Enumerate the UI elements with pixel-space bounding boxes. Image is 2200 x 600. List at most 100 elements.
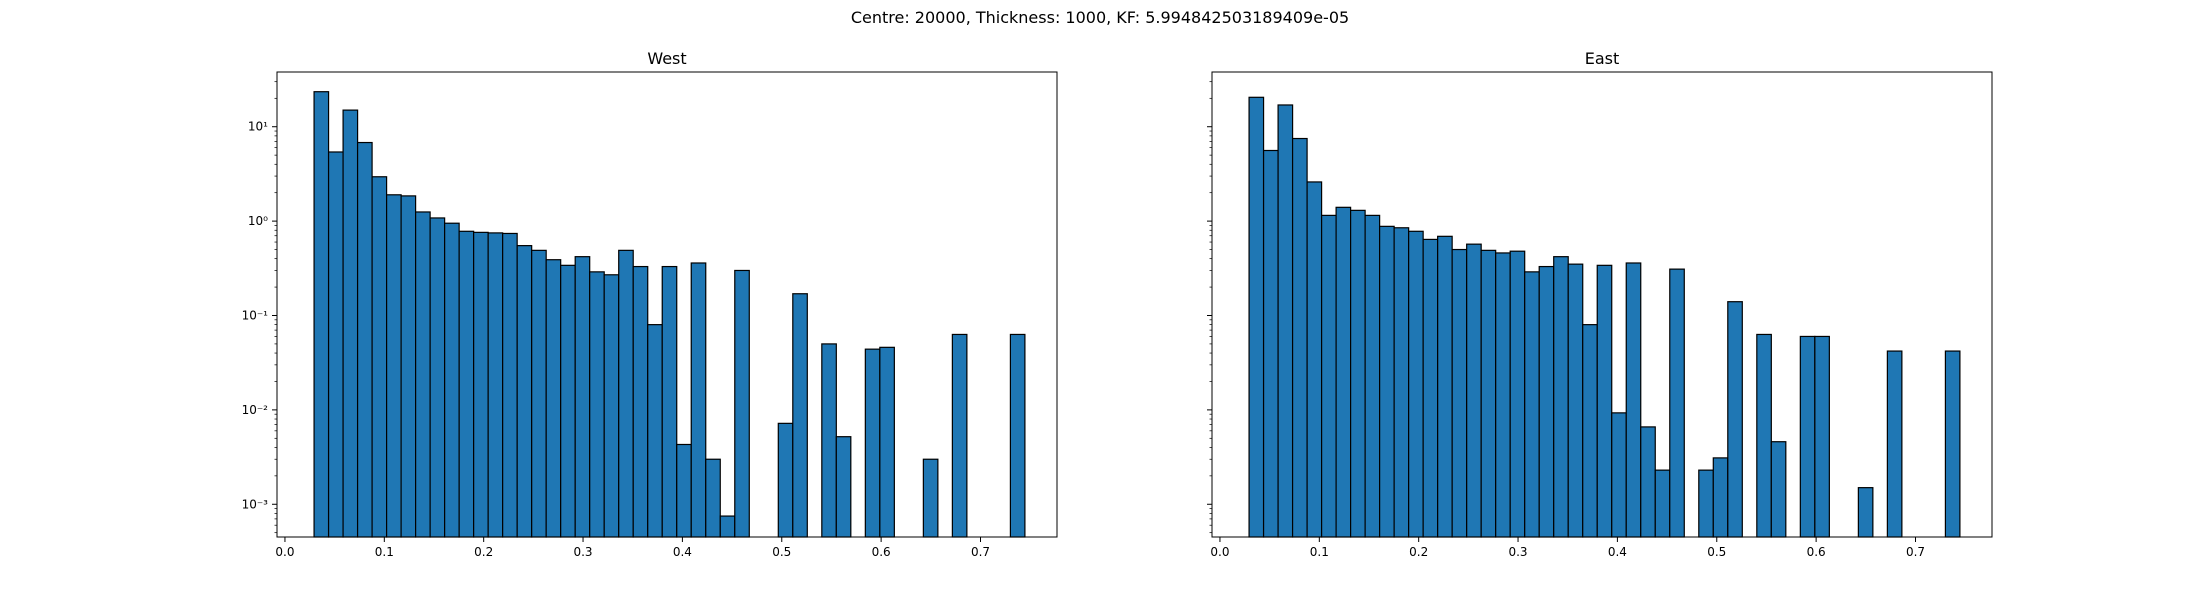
x-tick-label: 0.4 [673, 545, 692, 559]
histogram-bar [1698, 469, 1714, 538]
histogram-bar [1770, 441, 1787, 538]
histogram-bar [458, 230, 475, 538]
histogram-bar [1480, 249, 1497, 538]
x-tick-label: 0.3 [573, 545, 592, 559]
histogram-bar [1509, 250, 1526, 538]
histogram-bar [429, 217, 446, 538]
histogram-bar [473, 231, 489, 538]
y-tick-label: 10⁻¹ [242, 308, 269, 322]
x-tick-label: 0.5 [1707, 545, 1726, 559]
histogram-bar [1364, 214, 1381, 538]
histogram-bar [1567, 263, 1584, 538]
histogram-bar [502, 232, 518, 538]
x-tick-label: 0.4 [1608, 545, 1627, 559]
histogram-bar [589, 271, 605, 538]
histogram-bar [1379, 225, 1395, 538]
axes-frame [1211, 71, 1993, 538]
histogram-bar [1466, 243, 1482, 538]
histogram-bar [603, 274, 620, 538]
subplot-west: West 0.0 0.1 0.2 0.3 0.4 0.5 0.6 0.7 10⁻³ 10⁻² 10⁻¹… [242, 49, 1058, 559]
histogram-bar [1712, 457, 1729, 538]
histogram-bar [719, 515, 736, 538]
histogram-bar [1886, 350, 1903, 538]
x-tick-label: 0.0 [1210, 545, 1229, 559]
histogram-bar [647, 324, 663, 538]
histogram-bar [676, 443, 692, 538]
axes-frame [276, 71, 1058, 538]
x-tick-label: 0.0 [275, 545, 294, 559]
figure-title: Centre: 20000, Thickness: 1000, KF: 5.99… [850, 8, 1350, 27]
y-tick-label: 10⁻² [242, 403, 269, 417]
histogram-bar [400, 195, 417, 538]
x-tick-label: 0.6 [872, 545, 891, 559]
x-tick-label: 0.5 [772, 545, 791, 559]
histogram-bar [1799, 335, 1816, 538]
histogram-bar [734, 269, 750, 538]
histogram-bar [1009, 333, 1026, 538]
histogram-bar [1437, 235, 1453, 538]
histogram-bar [1640, 426, 1656, 538]
y-tick-label: 10⁻³ [242, 497, 269, 511]
histogram-bar [1756, 333, 1772, 538]
histogram-bar [690, 262, 707, 538]
histogram-bar [1669, 268, 1685, 538]
histogram-bar [835, 436, 852, 538]
histogram-bar [444, 222, 460, 538]
histogram-bar [1611, 412, 1627, 538]
histogram-bar [560, 264, 576, 538]
x-tick-label: 0.1 [375, 545, 394, 559]
histogram-bar [632, 265, 649, 538]
histogram-bar [879, 346, 895, 538]
y-tick-label: 10¹ [248, 120, 268, 134]
histogram-bar [1291, 137, 1308, 538]
histogram-bar [792, 293, 808, 538]
histogram-bar [313, 91, 330, 538]
subplot-title: West [647, 49, 686, 68]
subplot-title: East [1585, 49, 1620, 68]
histogram-bar [618, 249, 634, 538]
histogram-bar [864, 348, 881, 538]
histogram-bar [1814, 335, 1830, 538]
histogram-bar [516, 245, 533, 538]
histogram-bar [1857, 487, 1874, 538]
histogram-bar [371, 176, 388, 538]
histogram-bar [1393, 227, 1410, 538]
histogram-bar [821, 343, 837, 538]
histogram-bar [342, 109, 359, 538]
histogram-bar [1654, 469, 1671, 538]
histogram-bar [487, 232, 504, 538]
histogram-bar [1596, 264, 1613, 538]
x-tick-label: 0.6 [1807, 545, 1826, 559]
histogram-bar [1408, 230, 1424, 538]
x-tick-label: 0.2 [474, 545, 493, 559]
histogram-bar [1320, 214, 1337, 538]
histogram-bar [1553, 256, 1569, 538]
histogram-bar [1335, 206, 1352, 538]
x-tick-label: 0.7 [1906, 545, 1925, 559]
histogram-bar [356, 141, 373, 538]
histogram-bar [661, 265, 678, 538]
histogram-bar [1727, 301, 1743, 538]
histogram-bar [415, 211, 431, 538]
histogram-bar [386, 194, 402, 538]
histogram-bar [545, 259, 562, 538]
histogram-bar [327, 151, 344, 538]
x-tick-label: 0.3 [1508, 545, 1527, 559]
histogram-bar [1306, 181, 1323, 538]
histogram-bar [1262, 149, 1279, 538]
histogram-bar [1944, 350, 1961, 538]
histogram-bar [777, 422, 794, 538]
histogram-bar [1625, 262, 1642, 538]
histogram-bar [951, 333, 968, 538]
histogram-bar [1277, 104, 1294, 538]
histogram-bar [1582, 324, 1598, 538]
histogram-bar [531, 249, 547, 538]
histogram-bar [1524, 271, 1540, 538]
x-tick-label: 0.7 [971, 545, 990, 559]
y-tick-label: 10⁰ [248, 214, 268, 228]
x-tick-label: 0.1 [1310, 545, 1329, 559]
histogram-bar [922, 458, 939, 538]
x-tick-label: 0.2 [1409, 545, 1428, 559]
histogram-bar [1451, 248, 1468, 538]
